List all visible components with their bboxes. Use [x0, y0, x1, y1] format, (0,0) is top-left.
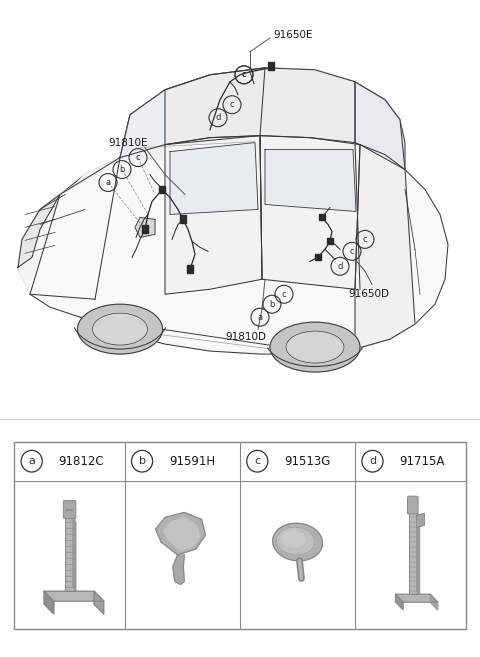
- Polygon shape: [120, 68, 405, 170]
- Bar: [142, 225, 148, 233]
- Text: a: a: [257, 313, 263, 322]
- Ellipse shape: [276, 527, 315, 555]
- Polygon shape: [163, 518, 200, 551]
- Text: c: c: [350, 247, 354, 256]
- Text: 91812C: 91812C: [59, 455, 104, 468]
- Text: 91715A: 91715A: [399, 455, 445, 468]
- Bar: [315, 254, 321, 260]
- Text: b: b: [139, 456, 145, 466]
- FancyBboxPatch shape: [409, 512, 417, 594]
- Text: c: c: [282, 290, 286, 299]
- Bar: [268, 62, 274, 70]
- Polygon shape: [417, 512, 420, 594]
- Text: c: c: [230, 101, 234, 109]
- Polygon shape: [156, 512, 205, 555]
- Polygon shape: [18, 158, 120, 294]
- FancyBboxPatch shape: [408, 496, 418, 514]
- Polygon shape: [265, 150, 356, 212]
- Polygon shape: [396, 594, 403, 610]
- Polygon shape: [355, 81, 405, 170]
- Text: c: c: [242, 70, 246, 79]
- Ellipse shape: [93, 313, 147, 345]
- FancyBboxPatch shape: [65, 518, 74, 591]
- Polygon shape: [120, 68, 265, 158]
- Bar: [187, 265, 193, 273]
- Text: c: c: [254, 456, 260, 466]
- Text: b: b: [120, 165, 125, 174]
- Polygon shape: [18, 135, 448, 354]
- Text: 91591H: 91591H: [169, 455, 215, 468]
- Ellipse shape: [282, 531, 305, 547]
- Text: d: d: [369, 456, 376, 466]
- Polygon shape: [165, 68, 355, 145]
- Polygon shape: [430, 594, 438, 610]
- Polygon shape: [417, 514, 424, 527]
- Polygon shape: [73, 518, 76, 591]
- Ellipse shape: [77, 304, 163, 354]
- Ellipse shape: [286, 331, 344, 363]
- Text: c: c: [363, 235, 367, 244]
- Polygon shape: [170, 143, 258, 214]
- FancyBboxPatch shape: [63, 501, 76, 518]
- Text: 91650E: 91650E: [273, 30, 312, 40]
- Text: 91650D: 91650D: [348, 289, 389, 299]
- Polygon shape: [18, 194, 60, 267]
- Bar: [319, 214, 325, 220]
- Text: c: c: [242, 70, 246, 79]
- Polygon shape: [355, 145, 415, 349]
- FancyBboxPatch shape: [14, 442, 466, 629]
- Text: c: c: [136, 153, 140, 162]
- Polygon shape: [94, 591, 104, 614]
- Polygon shape: [396, 594, 438, 602]
- Text: 91810D: 91810D: [225, 332, 266, 342]
- Text: d: d: [216, 113, 221, 122]
- Text: 91513G: 91513G: [284, 455, 331, 468]
- Text: 91810E: 91810E: [108, 137, 147, 148]
- Bar: [159, 185, 165, 194]
- Text: a: a: [106, 178, 110, 187]
- Polygon shape: [44, 591, 54, 614]
- Ellipse shape: [273, 523, 323, 561]
- Polygon shape: [135, 217, 155, 237]
- Text: a: a: [28, 456, 35, 466]
- Text: d: d: [337, 261, 343, 271]
- Polygon shape: [44, 591, 104, 601]
- Polygon shape: [165, 135, 262, 294]
- Polygon shape: [260, 135, 360, 289]
- Text: b: b: [269, 300, 275, 309]
- Polygon shape: [173, 555, 184, 585]
- Ellipse shape: [270, 322, 360, 372]
- Bar: [180, 215, 186, 223]
- Bar: [327, 238, 333, 244]
